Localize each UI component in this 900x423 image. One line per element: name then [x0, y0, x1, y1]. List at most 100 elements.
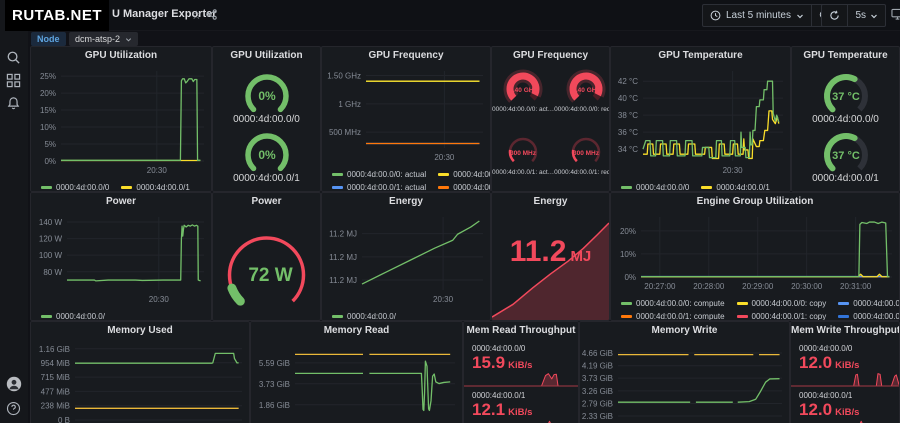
legend-swatch [438, 173, 450, 176]
panel-title[interactable]: GPU Utilization [230, 50, 303, 61]
panel-title[interactable]: Power [251, 196, 282, 207]
alerting-bell-icon[interactable] [6, 96, 22, 112]
panel-memory-write: Memory Write 2.33 GiB 2.79 GiB 3.26 GiB 3.7… [579, 321, 790, 423]
svg-text:11.2 MJ: 11.2 MJ [329, 230, 357, 239]
star-icon[interactable]: ☆ [191, 8, 202, 22]
gauge-label: 0000:4d:00.0/1 [812, 173, 879, 185]
svg-text:500 MHz: 500 MHz [329, 128, 361, 137]
legend-item[interactable]: 0000:4d:00.0/ [41, 310, 105, 320]
gpu-utilization-chart[interactable]: 0% 5% 10% 15% 20% 25% 20:30 0000:4d:00.0/0 0000:… [31, 65, 211, 191]
engine-group-utilization-chart[interactable]: 0% 10% 20% 20:27:00 20:28:00 20:29:00 20:30:00… [611, 211, 899, 320]
variable-node-dropdown[interactable]: dcm-atsp-2 [69, 32, 139, 46]
power-chart[interactable]: 80 W 100 W 120 W 140 W 20:30 0000:4d:00.0/ [31, 211, 211, 320]
panel-title[interactable]: Energy [533, 196, 568, 207]
memory-read-chart[interactable]: 1.86 GiB 3.73 GiB 5.59 GiB [251, 340, 462, 423]
svg-text:238 MiB: 238 MiB [41, 402, 70, 411]
legend-label: 0000:4d:00.0/0: copy [751, 299, 827, 308]
legend-item[interactable]: 0000:4d:00.0/0: media [838, 297, 899, 310]
gpu-temperature-chart[interactable]: 34 °C 36 °C 38 °C 40 °C 42 °C 20:30 0000:4d:00… [611, 65, 790, 191]
panel-title[interactable]: Memory Write [651, 325, 718, 336]
svg-text:0%: 0% [258, 148, 276, 162]
svg-text:20:30: 20:30 [149, 295, 170, 304]
kiosk-mode-button[interactable] [891, 8, 900, 20]
power-gauge[interactable]: 72 W [213, 211, 320, 320]
gauge: 1.40 GHz 0000:4d:00.0/0: act… [492, 65, 554, 113]
time-range-picker[interactable]: Last 5 minutes [703, 5, 811, 26]
panel-title[interactable]: Power [105, 196, 136, 207]
panel-title[interactable]: GPU Frequency [368, 50, 444, 61]
panel-title[interactable]: Engine Group Utilization [696, 196, 814, 207]
panel-title[interactable]: GPU Utilization [84, 50, 158, 61]
gauge-label: 0000:4d:00.0/0 [233, 113, 300, 125]
refresh-interval-dropdown[interactable]: 5s [848, 5, 885, 26]
legend-item[interactable]: 0000:4d:00.0/1 [701, 181, 770, 191]
energy-chart[interactable]: 11.2 MJ 11.2 MJ 11.2 MJ 20:30 0000:4d:00.0/ [322, 211, 490, 320]
legend-item[interactable]: 0000:4d:00.0/1: request [438, 181, 490, 191]
panel-title[interactable]: GPU Temperature [658, 50, 743, 61]
panel-title[interactable]: Mem Write Throughput [791, 325, 899, 336]
dashboards-icon[interactable] [6, 73, 22, 89]
legend-swatch [41, 315, 52, 318]
user-avatar[interactable] [6, 376, 22, 392]
energy-stat[interactable]: 11.2 MJ [492, 211, 609, 320]
panel-title[interactable]: GPU Temperature [803, 50, 888, 61]
memory-used-chart[interactable]: 0 B 238 MiB 477 MiB 715 MiB 954 MiB 1.16 GiB [31, 340, 249, 423]
legend-item[interactable]: 0000:4d:00.0/ [332, 310, 396, 320]
gpu-frequency-chart[interactable]: 500 MHz 1 GHz 1.50 GHz 20:30 0000:4d:00.0/0:… [322, 65, 490, 191]
svg-text:0%: 0% [44, 157, 56, 166]
panel-title[interactable]: Mem Read Throughput [466, 325, 576, 336]
legend-item[interactable]: 0000:4d:00.0/0: compute [621, 297, 725, 310]
panel-title[interactable]: Memory Used [107, 325, 173, 336]
memory-write-chart[interactable]: 2.33 GiB 2.79 GiB 3.26 GiB 3.73 GiB 4.19 GiB… [580, 340, 789, 423]
monitor-icon [891, 8, 900, 20]
legend-swatch [438, 186, 450, 189]
legend-item[interactable]: 0000:4d:00.0/0: request [438, 168, 490, 181]
gpu-temperature-gauges[interactable]: 37 °C 0000:4d:00.0/0 37 °C 0000:4d:00.0/1 [792, 65, 899, 191]
mem-read-throughput-stats[interactable]: 0000:4d:00.0/0 15.9 KiB/s 0000:4d:00.0/1 12.… [464, 340, 578, 423]
legend-item[interactable]: 0000:4d:00.0/1: copy [736, 310, 826, 320]
svg-text:954 MiB: 954 MiB [41, 359, 70, 368]
dashboard-title[interactable]: U Manager Exporter [112, 8, 217, 20]
svg-text:3.73 GiB: 3.73 GiB [582, 374, 613, 383]
legend-label: 0000:4d:00.0/1: compute [636, 312, 725, 320]
share-icon[interactable] [206, 9, 217, 20]
legend-item[interactable]: 0000:4d:00.0/1 [121, 181, 190, 191]
legend-item[interactable]: 0000:4d:00.0/0: copy [736, 297, 827, 310]
svg-text:4.66 GiB: 4.66 GiB [582, 349, 613, 358]
help-icon[interactable] [6, 401, 22, 417]
gauge-label: 0000:4d:00.0/1: act… [492, 169, 555, 176]
svg-text:4.19 GiB: 4.19 GiB [582, 362, 613, 371]
svg-text:20:28:00: 20:28:00 [693, 282, 725, 291]
legend-label: 0000:4d:00.0/0: actual [347, 170, 427, 179]
svg-text:300 MHz: 300 MHz [510, 150, 537, 157]
legend-label: 0000:4d:00.0/0: media [853, 299, 899, 308]
stat-label: 0000:4d:00.0/0 [799, 344, 853, 353]
legend-item[interactable]: 0000:4d:00.0/1: compute [621, 310, 725, 320]
search-icon[interactable] [6, 50, 22, 66]
svg-text:20%: 20% [40, 89, 56, 98]
legend-swatch [332, 173, 343, 176]
mem-write-throughput-stats[interactable]: 0000:4d:00.0/0 12.0 KiB/s 0000:4d:00.0/1 12.… [791, 340, 899, 423]
svg-text:20:30: 20:30 [147, 166, 168, 175]
panel-memory-used: Memory Used 0 B 238 MiB 477 MiB 715 MiB 954 … [30, 321, 250, 423]
svg-text:37 °C: 37 °C [832, 150, 860, 162]
panel-title[interactable]: GPU Frequency [512, 50, 589, 61]
panel-engine-group-utilization: Engine Group Utilization 0% 10% 20% 20:27:0… [610, 192, 900, 321]
refresh-button[interactable] [822, 5, 847, 26]
panel-title[interactable]: Energy [389, 196, 423, 207]
legend-item[interactable]: 0000:4d:00.0/0: actual [332, 168, 426, 181]
legend-item[interactable]: 0000:4d:00.0/1: actual [332, 181, 426, 191]
refresh-group: 5s [821, 4, 886, 27]
legend-item[interactable]: 0000:4d:00.0/0 [41, 181, 109, 191]
gpu-frequency-gauges[interactable]: 1.40 GHz 0000:4d:00.0/0: act… 1.40 GHz 0000… [492, 65, 609, 191]
svg-text:36 °C: 36 °C [618, 128, 638, 137]
gpu-utilization-gauges[interactable]: 0% 0000:4d:00.0/0 0% 0000:4d:00.0/1 [213, 65, 320, 191]
panel-title[interactable]: Memory Read [323, 325, 390, 336]
svg-text:10%: 10% [620, 250, 636, 259]
gauge-label: 0000:4d:00.0/0 [812, 113, 879, 125]
svg-text:42 °C: 42 °C [618, 77, 638, 86]
legend-item[interactable]: 0000:4d:00.0/1: media [838, 310, 899, 320]
legend-item[interactable]: 0000:4d:00.0/0 [621, 181, 689, 191]
svg-text:140 W: 140 W [39, 218, 63, 227]
chevron-down-icon [797, 14, 803, 18]
